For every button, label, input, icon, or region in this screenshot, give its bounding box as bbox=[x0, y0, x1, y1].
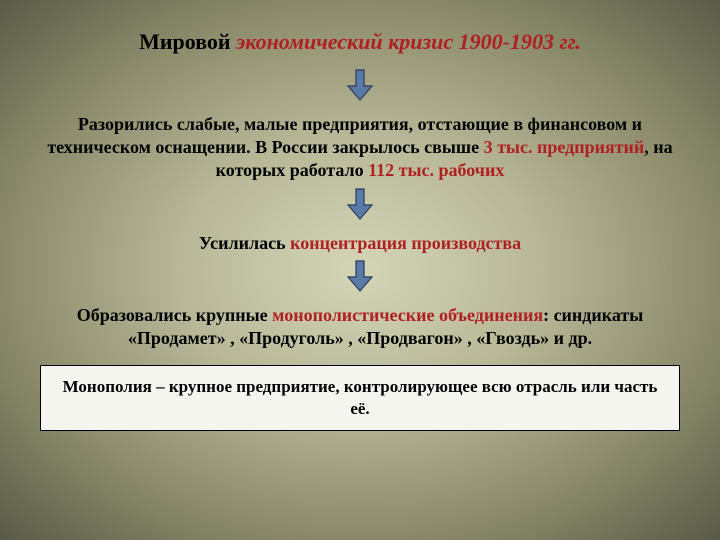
definition-box: Монополия – крупное предприятие, контрол… bbox=[40, 365, 680, 431]
block-2: Усилилась концентрация производства bbox=[199, 232, 521, 255]
title-part2: экономический кризис 1900-1903 гг. bbox=[236, 29, 581, 54]
title-part1: Мировой bbox=[139, 29, 231, 54]
block1-t4: 112 тыс. рабочих bbox=[368, 160, 504, 180]
block3-t2: монополистические объединения bbox=[272, 305, 543, 325]
block2-t1: Усилилась bbox=[199, 233, 290, 253]
block-3: Образовались крупные монополистические о… bbox=[40, 304, 680, 351]
block3-t1: Образовались крупные bbox=[77, 305, 272, 325]
arrow-icon bbox=[346, 187, 374, 226]
block-1: Разорились слабые, малые предприятия, от… bbox=[40, 113, 680, 183]
block1-t2: 3 тыс. предприятий bbox=[484, 137, 645, 157]
block2-t2: концентрация производства bbox=[290, 233, 521, 253]
definition-text: Монополия – крупное предприятие, контрол… bbox=[63, 377, 658, 418]
arrow-icon bbox=[346, 68, 374, 107]
arrow-icon bbox=[346, 259, 374, 298]
slide-title: Мировой экономический кризис 1900-1903 г… bbox=[139, 28, 581, 56]
